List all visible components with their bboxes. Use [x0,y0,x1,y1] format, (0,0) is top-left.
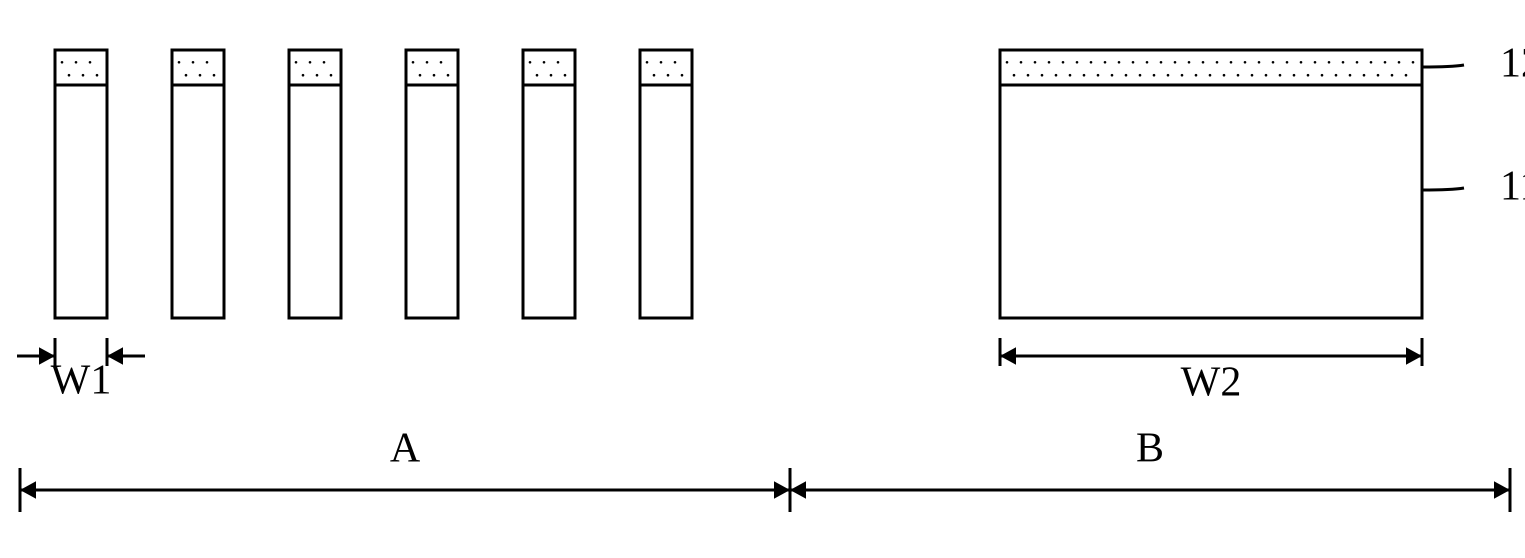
callout-11a-label: 11A [1500,164,1525,210]
svg-text:W1: W1 [51,358,112,404]
callout-12a-label: 12A [1500,41,1525,87]
callout-11a [1422,188,1464,190]
callout-12a [1422,65,1464,67]
svg-text:A: A [390,426,421,472]
svg-text:B: B [1136,426,1164,472]
svg-text:W2: W2 [1181,360,1242,406]
